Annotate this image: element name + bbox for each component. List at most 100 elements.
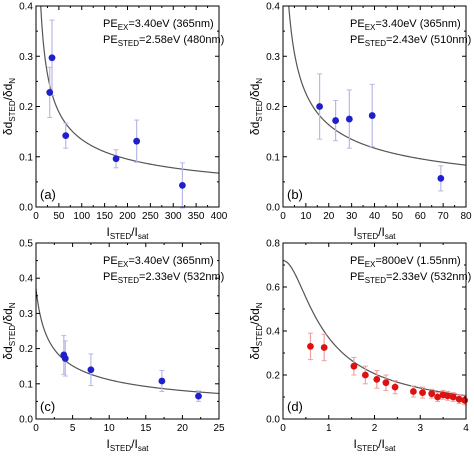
y-tick-label: 0.3 [19, 52, 33, 63]
annotation-rest: =3.40eV (365nm) [375, 18, 460, 30]
x-tick-label: 0 [33, 211, 39, 222]
y-tick-label: 0.0 [19, 415, 33, 426]
x-tick-label: 100 [73, 211, 90, 222]
annotation-main: PE [103, 18, 118, 30]
data-point [368, 112, 376, 119]
x-tick-label: 0 [280, 211, 286, 222]
x-tick-label: 2 [372, 423, 378, 434]
annotation-main: PE [103, 34, 118, 46]
data-point [62, 132, 70, 140]
x-tick-label: 25 [213, 423, 225, 434]
y-label-sub2: N [8, 302, 17, 308]
y-label-main: δd [248, 122, 262, 135]
data-point [61, 355, 69, 362]
y-tick-label: 0.1 [19, 379, 33, 390]
x-label-sub: STED [110, 444, 132, 453]
y-label-sep: /δd [248, 308, 262, 325]
y-tick-label: 0.4 [266, 327, 280, 338]
x-label-sub2: sat [385, 444, 396, 453]
fit-curve [283, 260, 466, 397]
annotation-line: PEEX=3.40eV (365nm) [103, 255, 214, 269]
annotation-main: PE [350, 255, 365, 267]
x-tick-label: 70 [438, 211, 450, 222]
data-point [455, 395, 463, 403]
x-tick-label: 60 [415, 211, 427, 222]
x-tick-label: 5 [70, 423, 76, 434]
annotation-rest: =3.40eV (365nm) [128, 18, 213, 30]
annotation-main: PE [350, 271, 365, 283]
x-tick-label: 40 [369, 211, 381, 222]
data-point [133, 137, 141, 145]
data-point [391, 383, 399, 391]
data-point [419, 389, 426, 396]
annotation-line: PESTED=2.58eV (480nm) [103, 34, 224, 48]
x-tick-label: 3 [417, 423, 423, 434]
x-tick-label: 350 [188, 211, 205, 222]
y-tick-label: 0.3 [266, 52, 280, 63]
panel-label: (a) [40, 187, 56, 202]
x-tick-label: 10 [300, 211, 312, 222]
annotation-rest: =2.33eV (532nm) [386, 271, 471, 283]
data-point [373, 376, 381, 383]
annotation-main: PE [103, 255, 118, 267]
annotation-main: PE [103, 271, 118, 283]
y-tick-label: 0.8 [266, 239, 280, 250]
y-label-main: δd [1, 122, 15, 135]
y-tick-label: 0.5 [19, 239, 33, 250]
y-axis-label: δdSTED/δdN [248, 78, 264, 135]
x-label-sep: /I [378, 225, 385, 239]
y-label-sub: STED [8, 325, 17, 347]
annotation-sub: STED [365, 276, 387, 285]
annotation-line: PESTED=2.33eV (532nm) [103, 271, 224, 285]
x-label-sub2: sat [385, 232, 396, 241]
x-label-sep: /I [378, 437, 385, 451]
data-point [87, 366, 95, 374]
panel-b: 0 10 20 30 40 50 60 70 800.00.10.20.30.4ISTED/Is… [248, 2, 472, 242]
annotation-line: PEEX=800eV (1.55nm) [350, 255, 461, 269]
y-label-main: δd [1, 346, 15, 359]
x-label-sub2: sat [138, 444, 149, 453]
x-label-main: I [353, 225, 356, 239]
x-axis-label: ISTED/Isat [106, 225, 149, 241]
x-tick-label: 1 [326, 423, 332, 434]
y-axis-label: δdSTED/δdN [248, 302, 264, 359]
x-tick-label: 300 [165, 211, 182, 222]
y-label-sub: STED [255, 325, 264, 347]
annotation-sub: EX [118, 260, 129, 269]
y-axis-label: δdSTED/δdN [1, 78, 17, 135]
data-point [345, 115, 353, 123]
y-label-main: δd [248, 346, 262, 359]
data-point [382, 379, 390, 387]
x-axis-label: ISTED/Isat [353, 437, 396, 453]
x-tick-label: 150 [96, 211, 113, 222]
x-label-sub: STED [110, 232, 132, 241]
y-label-sub: STED [255, 100, 264, 122]
panel-d: 0 1 2 3 40.00.20.40.60.8ISTED/IsatδdSTED/δdN… [248, 239, 471, 454]
x-label-main: I [106, 225, 109, 239]
x-label-main: I [106, 437, 109, 451]
x-tick-label: 20 [323, 211, 335, 222]
y-tick-label: 0.0 [266, 415, 280, 426]
x-tick-label: 15 [140, 423, 152, 434]
annotation-sub: EX [118, 23, 129, 32]
annotation-sub: STED [365, 39, 387, 48]
x-label-sep: /I [131, 437, 138, 451]
annotation-rest: =2.43eV (510nm) [386, 34, 471, 46]
annotation-rest: =3.40eV (365nm) [128, 255, 213, 267]
y-tick-label: 0.1 [19, 152, 33, 163]
y-tick-label: 0.2 [19, 344, 33, 355]
y-tick-label: 0.6 [266, 283, 280, 294]
data-point [179, 181, 186, 189]
data-point [461, 396, 469, 404]
annotation-line: PESTED=2.33eV (532nm) [350, 271, 471, 285]
x-axis-label: ISTED/Isat [353, 225, 396, 241]
x-tick-label: 30 [346, 211, 358, 222]
annotation-rest: =2.58eV (480nm) [139, 34, 224, 46]
x-tick-label: 0 [33, 423, 39, 434]
y-axis-label: δdSTED/δdN [1, 302, 17, 359]
annotation-rest: =800eV (1.55nm) [375, 255, 460, 267]
y-label-sep: /δd [1, 84, 15, 101]
data-point [112, 155, 120, 163]
annotation-rest: =2.33eV (532nm) [139, 271, 224, 283]
